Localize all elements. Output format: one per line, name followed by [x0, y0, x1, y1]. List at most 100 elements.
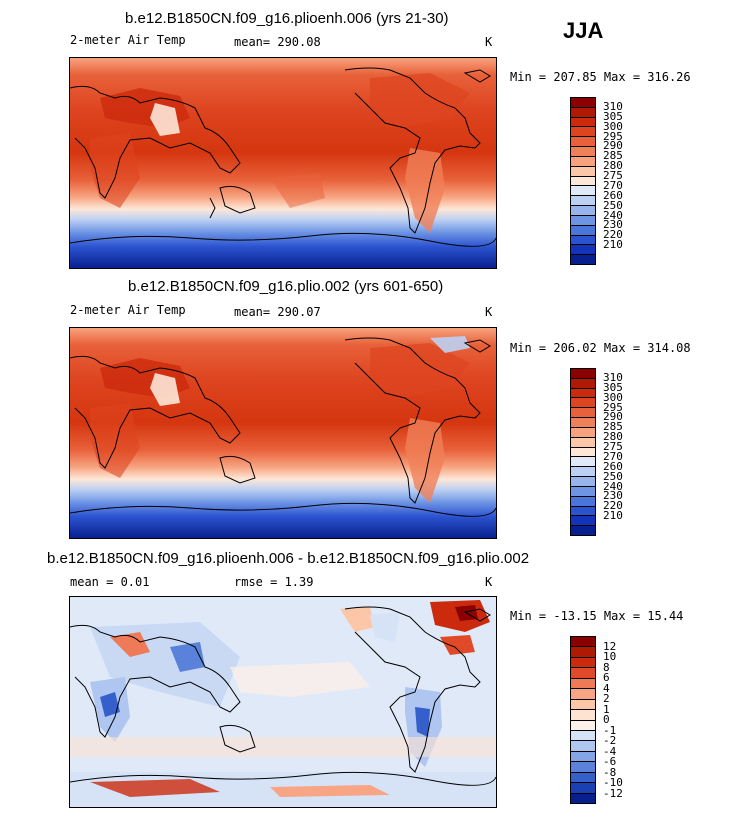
mean-label: mean= 290.07 [234, 305, 321, 319]
colorbar-tick-label: 4 [603, 681, 610, 695]
colorbar-swatch [571, 447, 595, 458]
colorbar-swatch [571, 127, 595, 138]
min-max-label: Min = -13.15 Max = 15.44 [510, 609, 684, 623]
colorbar-tick-label: -10 [603, 776, 623, 789]
colorbar-swatch [571, 98, 595, 108]
colorbar-swatch [571, 751, 595, 763]
colorbar [570, 97, 596, 265]
colorbar-swatch [571, 637, 595, 648]
colorbar-tick-label: 280 [603, 159, 623, 173]
colorbar [570, 636, 596, 804]
colorbar-swatch [571, 730, 595, 742]
colorbar-swatch [571, 457, 595, 468]
colorbar-tick-label: 290 [603, 410, 623, 424]
map-graphic [70, 597, 496, 807]
colorbar-tick-label: 8 [603, 660, 610, 674]
temperature-map [69, 57, 497, 269]
colorbar-swatch [571, 137, 595, 148]
colorbar-tick-label: -6 [603, 755, 617, 768]
colorbar-swatch [571, 245, 595, 256]
colorbar-swatch [571, 467, 595, 478]
colorbar-tick-label: 270 [603, 449, 623, 463]
colorbar-swatch [571, 388, 595, 399]
colorbar-swatch [571, 783, 595, 794]
colorbar-tick-label: 250 [603, 198, 623, 212]
colorbar-swatch [571, 477, 595, 487]
colorbar-tick-label: -12 [603, 786, 623, 800]
colorbar-swatch [571, 215, 595, 226]
colorbar-tick-label: 230 [603, 489, 623, 503]
mean-label: mean= 290.08 [234, 35, 321, 49]
colorbar-swatch [571, 117, 595, 128]
colorbar-swatches [571, 369, 595, 536]
colorbar-tick-label: 285 [603, 149, 623, 163]
colorbar-swatch [571, 156, 595, 167]
colorbar-swatch [571, 418, 595, 428]
difference-map [69, 596, 497, 808]
colorbar-tick-label: -1 [603, 723, 617, 737]
colorbar-swatches [571, 637, 595, 803]
colorbar-labels: 12 10 8 6 4 2 1 0 -1 -2 -4 -6 -8 -10 -12 [603, 636, 653, 804]
colorbar-tick-label: 305 [603, 109, 623, 123]
variable-label: 2-meter Air Temp [70, 33, 186, 47]
min-max-label: Min = 207.85 Max = 316.26 [510, 70, 691, 84]
rmse-label: rmse = 1.39 [234, 575, 314, 589]
colorbar-tick-label: 260 [603, 459, 623, 473]
colorbar-swatch [571, 369, 595, 379]
colorbar-swatch [571, 526, 595, 536]
colorbar-swatch [571, 398, 595, 409]
colorbar-tick-label: -8 [603, 765, 617, 779]
colorbar-tick-label: 295 [603, 400, 623, 414]
colorbar-swatch [571, 741, 595, 752]
min-max-label: Min = 206.02 Max = 314.08 [510, 341, 691, 355]
colorbar-tick-label: 280 [603, 430, 623, 444]
colorbar-tick-label: 285 [603, 420, 623, 434]
colorbar-swatch [571, 720, 595, 731]
colorbar-swatch [571, 437, 595, 448]
colorbar-swatch [571, 186, 595, 197]
colorbar-tick-label: 295 [603, 129, 623, 143]
colorbar-tick-label: 275 [603, 440, 623, 454]
units-label: K [485, 575, 493, 589]
colorbar-swatch [571, 206, 595, 216]
panel-title: b.e12.B1850CN.f09_g16.plio.002 (yrs 601-… [128, 278, 444, 295]
map-graphic [70, 58, 496, 268]
colorbar-swatch [571, 255, 595, 265]
colorbar-swatch [571, 772, 595, 784]
colorbar-swatch [571, 710, 595, 721]
colorbar-tick-label: 310 [603, 370, 623, 384]
colorbar-swatch [571, 486, 595, 497]
mean-label: mean = 0.01 [70, 575, 150, 589]
panel-title: b.e12.B1850CN.f09_g16.plioenh.006 (yrs 2… [125, 10, 449, 27]
colorbar-tick-label: 240 [603, 479, 623, 493]
variable-label: 2-meter Air Temp [70, 303, 186, 317]
colorbar-tick-label: 230 [603, 218, 623, 232]
colorbar-tick-label: 310 [603, 99, 623, 113]
colorbar-swatch [571, 427, 595, 438]
colorbar-swatch [571, 678, 595, 690]
colorbar-tick-label: 0 [603, 713, 610, 726]
colorbar-swatch [571, 196, 595, 207]
colorbar-tick-label: 210 [603, 238, 623, 252]
colorbar-swatch [571, 408, 595, 419]
colorbar [570, 368, 596, 536]
colorbar-swatch [571, 516, 595, 527]
colorbar-swatch [571, 668, 595, 679]
colorbar-tick-label: 220 [603, 228, 623, 242]
colorbar-tick-label: 305 [603, 380, 623, 394]
colorbar-tick-label: 290 [603, 139, 623, 153]
colorbar-tick-label: 12 [603, 639, 617, 653]
colorbar-swatch [571, 496, 595, 507]
colorbar-swatches [571, 98, 595, 265]
colorbar-swatch [571, 176, 595, 187]
temperature-map [69, 327, 497, 539]
season-label: JJA [563, 18, 604, 43]
colorbar-swatch [571, 147, 595, 157]
colorbar-tick-label: 210 [603, 509, 623, 523]
colorbar-tick-label: 1 [603, 702, 610, 716]
colorbar-swatch [571, 166, 595, 177]
colorbar-swatch [571, 762, 595, 773]
colorbar-tick-label: 300 [603, 119, 623, 133]
colorbar-tick-label: -4 [603, 744, 617, 758]
colorbar-swatch [571, 225, 595, 236]
